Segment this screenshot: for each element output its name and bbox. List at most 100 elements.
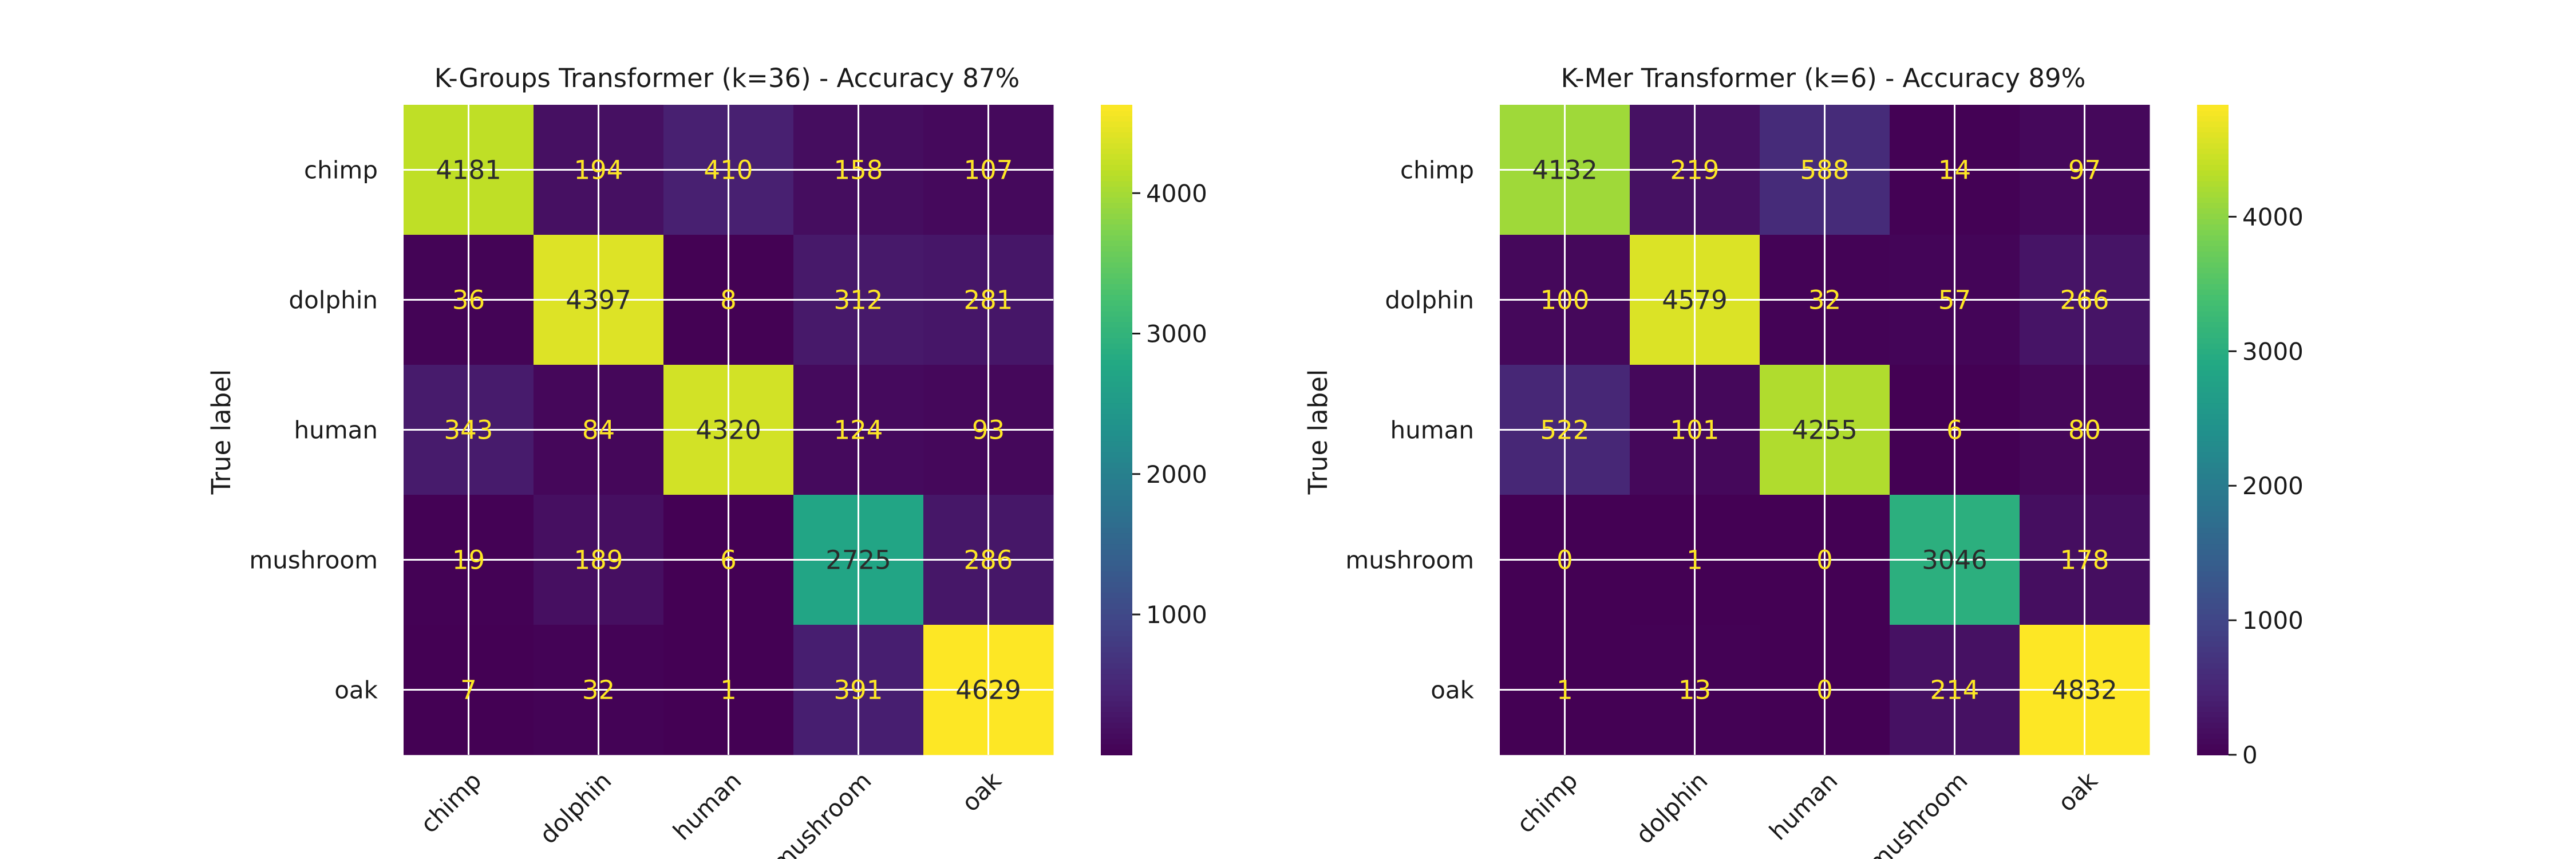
colorbar-segment xyxy=(1101,159,1132,166)
cell-value-label: 0 xyxy=(1816,675,1833,706)
colorbar-segment xyxy=(1101,251,1132,257)
colorbar-segment xyxy=(1101,196,1132,203)
colorbar-segment xyxy=(1101,733,1132,739)
colorbar-segment xyxy=(1101,673,1132,680)
colorbar-segment xyxy=(2197,180,2229,187)
colorbar-segment xyxy=(2197,419,2229,425)
colorbar-segment xyxy=(1101,722,1132,728)
colorbar-segment xyxy=(1101,727,1132,734)
colorbar-segment xyxy=(2197,522,2229,528)
colorbar-segment xyxy=(2197,283,2229,290)
colorbar-segment xyxy=(2197,516,2229,523)
colorbar-segment xyxy=(2197,278,2229,285)
cell-value-label: 522 xyxy=(1540,415,1590,446)
confusion-matrix-k-groups: K-Groups Transformer (k=36) - Accuracy 8… xyxy=(206,63,1207,859)
colorbar-segment xyxy=(1101,413,1132,420)
colorbar-segment xyxy=(1101,440,1132,447)
cell-value-label: 4132 xyxy=(1532,155,1598,186)
colorbar-segment xyxy=(1101,684,1132,691)
colorbar-segment xyxy=(2197,635,2229,642)
colorbar-segment xyxy=(1101,505,1132,512)
colorbar-segment xyxy=(1101,213,1132,219)
colorbar-segment xyxy=(2197,673,2229,680)
row-tick-label: dolphin xyxy=(1385,286,1474,314)
colorbar-segment xyxy=(2197,565,2229,572)
row-tick-label: oak xyxy=(334,676,378,704)
colorbar-segment xyxy=(1101,608,1132,615)
colorbar-segment xyxy=(2197,175,2229,182)
colorbar-segment xyxy=(2197,679,2229,685)
colorbar-segment xyxy=(2197,213,2229,219)
colorbar-segment xyxy=(2197,430,2229,436)
colorbar-segment xyxy=(1101,700,1132,707)
colorbar-segment xyxy=(2197,538,2229,545)
row-tick-labels: chimp dolphin human mushroom oak xyxy=(1345,156,1474,704)
colorbar-segment xyxy=(2197,625,2229,631)
colorbar-segment xyxy=(2197,570,2229,577)
colorbar-segment xyxy=(1101,484,1132,490)
row-tick-label: chimp xyxy=(1400,156,1474,184)
colorbar-segment xyxy=(1101,738,1132,745)
colorbar-segment xyxy=(2197,126,2229,133)
colorbar-segment xyxy=(1101,245,1132,252)
colorbar-segment xyxy=(2197,478,2229,485)
colorbar-segment xyxy=(1101,137,1132,144)
colorbar-segment xyxy=(2197,332,2229,338)
colorbar-segment xyxy=(1101,565,1132,572)
colorbar-segment xyxy=(1101,456,1132,463)
cell-value-label: 286 xyxy=(964,545,1013,576)
colorbar-segment xyxy=(2197,500,2229,506)
cell-value-label: 93 xyxy=(972,415,1005,446)
colorbar-segment xyxy=(1101,511,1132,517)
row-tick-label: mushroom xyxy=(1345,546,1474,574)
colorbar-segment xyxy=(1101,278,1132,285)
cell-value-label: 32 xyxy=(582,675,615,706)
colorbar-segment xyxy=(2197,663,2229,669)
colorbar-segment xyxy=(1101,105,1132,111)
colorbar-segment xyxy=(2197,700,2229,707)
colorbar-segment xyxy=(2197,403,2229,409)
colorbar-segment xyxy=(2197,576,2229,582)
colorbar-segment xyxy=(1101,462,1132,468)
cell-value-label: 391 xyxy=(834,675,883,706)
colorbar-segment xyxy=(2197,354,2229,360)
colorbar-segment xyxy=(2197,294,2229,301)
colorbar-segment xyxy=(1101,359,1132,365)
colorbar-segment xyxy=(1101,164,1132,171)
cell-value-label: 4832 xyxy=(2052,675,2117,706)
colorbar-segment xyxy=(2197,159,2229,166)
y-axis-label: True label xyxy=(1303,369,1333,495)
colorbar: 1000 2000 3000 4000 xyxy=(1101,105,1207,755)
colorbar-segment xyxy=(2197,727,2229,734)
colorbar-segment xyxy=(2197,240,2229,246)
colorbar-segment xyxy=(1101,619,1132,625)
colorbar-segment xyxy=(2197,370,2229,376)
colorbar-segment xyxy=(2197,619,2229,625)
colorbar-segment xyxy=(1101,224,1132,230)
colorbar-segment xyxy=(1101,191,1132,198)
colorbar-segment xyxy=(1101,478,1132,485)
colorbar-segment xyxy=(1101,403,1132,409)
cell-value-label: 0 xyxy=(1556,545,1573,576)
colorbar-segment xyxy=(1101,240,1132,246)
row-tick-label: human xyxy=(294,416,378,444)
colorbar-segment xyxy=(2197,446,2229,452)
colorbar-segment xyxy=(2197,148,2229,155)
colorbar-segment xyxy=(1101,153,1132,160)
cell-value-label: 36 xyxy=(452,285,485,316)
cell-value-label: 194 xyxy=(574,155,623,186)
cell-value-label: 101 xyxy=(1670,415,1720,446)
colorbar-segment xyxy=(2197,586,2229,593)
colorbar-segment xyxy=(1101,554,1132,561)
colorbar-segment xyxy=(2197,343,2229,349)
colorbar-segment xyxy=(2197,397,2229,404)
cell-value-label: 219 xyxy=(1670,155,1720,186)
colorbar-segment xyxy=(1101,635,1132,642)
cell-value-label: 2725 xyxy=(825,545,891,576)
colorbar-segment xyxy=(2197,533,2229,539)
colorbar-tick-label: 4000 xyxy=(2242,203,2304,231)
colorbar-segment xyxy=(1101,592,1132,598)
colorbar-segment xyxy=(1101,451,1132,458)
